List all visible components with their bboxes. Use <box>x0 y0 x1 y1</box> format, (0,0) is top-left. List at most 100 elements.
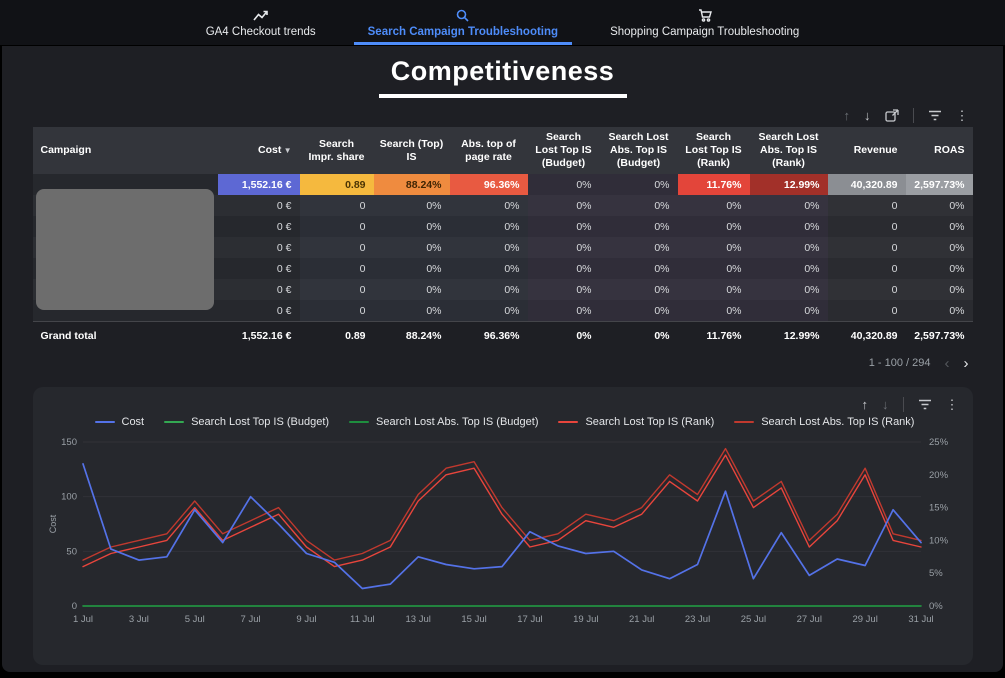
table-cell: 0% <box>749 237 828 259</box>
column-header-search-lost-top-is-budget[interactable]: Search Lost Top IS (Budget) <box>527 127 600 175</box>
column-header-search-impr-share[interactable]: Search Impr. share <box>299 127 374 175</box>
left-axis-tick: 150 <box>61 437 77 448</box>
table-cell: 0% <box>527 279 600 301</box>
x-axis-tick: 11 Jul <box>350 614 375 625</box>
table-cell: 0 <box>827 279 906 301</box>
column-header-abs-top-of-page-rate[interactable]: Abs. top of page rate <box>449 127 528 175</box>
sort-desc-icon: ▼ <box>281 146 292 156</box>
table-cell: 0% <box>677 258 750 280</box>
grand-total-cell: 11.76% <box>677 320 750 350</box>
column-header-search-lost-abs-top-is-rank[interactable]: Search Lost Abs. Top IS (Rank) <box>749 127 828 175</box>
series-line-cost <box>81 462 922 590</box>
table-cell: 0% <box>599 258 678 280</box>
table-cell: 0% <box>749 195 828 217</box>
column-header-search-lost-abs-top-is-budget[interactable]: Search Lost Abs. Top IS (Budget) <box>599 127 678 175</box>
series-line-search-lost-abs-top-is-rank <box>81 447 922 561</box>
arrow-down-icon[interactable]: ↓ <box>864 108 871 123</box>
chevron-right-icon[interactable]: › <box>963 354 969 372</box>
table-cell: 0 € <box>217 216 300 238</box>
tab-shopping-campaign-troubleshooting[interactable]: Shopping Campaign Troubleshooting <box>596 0 813 45</box>
right-axis-tick: 0% <box>929 601 943 612</box>
table-cell: 0 € <box>217 258 300 280</box>
x-axis-tick: 9 Jul <box>296 614 316 625</box>
toolbar-divider <box>902 396 904 412</box>
table-cell: 0 <box>299 216 374 238</box>
column-header-revenue[interactable]: Revenue <box>827 127 906 175</box>
arrow-up-icon[interactable]: ↑ <box>861 396 869 412</box>
campaign-table-section: ↑ ↓ ⋮ Campaign Cost ▼ Se <box>32 98 973 377</box>
table-row: 0 €0 0% 0% 0% 0% 0% 0% 0 0% <box>32 300 973 322</box>
table-cell: 0% <box>449 279 528 301</box>
table-cell: 1,552.16 € <box>217 174 300 196</box>
tab-ga4-checkout-trends[interactable]: GA4 Checkout trends <box>192 0 330 45</box>
table-cell: 0 <box>299 279 374 301</box>
right-axis-tick: 20% <box>929 470 949 481</box>
filter-icon[interactable] <box>928 110 942 121</box>
table-cell: 0% <box>373 300 450 322</box>
table-cell: 0% <box>677 300 750 322</box>
x-axis-tick: 23 Jul <box>684 614 709 625</box>
left-axis-tick: 50 <box>66 546 77 557</box>
table-cell: 0 € <box>217 237 300 259</box>
series-line-search-lost-top-is-rank <box>81 454 922 568</box>
x-axis-tick: 31 Jul <box>908 614 933 625</box>
table-cell: 0% <box>449 195 528 217</box>
cart-icon <box>698 9 712 23</box>
table-cell: 0% <box>749 258 828 280</box>
table-cell: 0% <box>677 216 750 238</box>
tab-search-campaign-troubleshooting[interactable]: Search Campaign Troubleshooting <box>353 0 573 45</box>
legend-item-search-lost-top-is-budget: Search Lost Top IS (Budget) <box>164 416 329 428</box>
column-header-search-top-is[interactable]: Search (Top) IS <box>373 127 450 175</box>
column-header-search-lost-top-is-rank[interactable]: Search Lost Top IS (Rank) <box>677 127 750 175</box>
campaign-table-wrapper: Campaign Cost ▼ Search Impr. share Search (… <box>32 127 973 350</box>
table-cell: 0% <box>749 216 828 238</box>
right-axis-tick: 25% <box>929 437 949 448</box>
table-cell: 0% <box>599 216 678 238</box>
x-axis-tick: 5 Jul <box>184 614 204 625</box>
chart-toolbar: ↑ ↓ ⋮ <box>47 391 959 414</box>
legend-item-search-lost-top-is-rank: Search Lost Top IS (Rank) <box>558 416 714 428</box>
kebab-menu-icon[interactable]: ⋮ <box>955 108 969 123</box>
column-header-cost[interactable]: Cost ▼ <box>217 127 300 175</box>
grand-total-cell: 12.99% <box>749 320 828 350</box>
x-axis-tick: 13 Jul <box>405 614 430 625</box>
search-icon <box>456 9 469 23</box>
kebab-menu-icon[interactable]: ⋮ <box>945 396 959 412</box>
table-cell: 0% <box>749 300 828 322</box>
table-cell: 40,320.89 <box>827 174 906 196</box>
table-cell: 0% <box>527 237 600 259</box>
left-axis-label: Cost <box>48 514 58 533</box>
x-axis-tick: 25 Jul <box>740 614 765 625</box>
right-axis-tick: 10% <box>929 535 949 546</box>
table-cell: 0% <box>677 237 750 259</box>
column-header-campaign[interactable]: Campaign <box>32 127 218 175</box>
arrow-down-icon[interactable]: ↓ <box>882 396 889 412</box>
x-axis-tick: 3 Jul <box>128 614 148 625</box>
arrow-up-icon[interactable]: ↑ <box>843 108 851 123</box>
table-cell: 0% <box>527 258 600 280</box>
page-title: Competitiveness <box>390 56 615 86</box>
export-icon[interactable] <box>884 109 899 122</box>
table-cell: 0% <box>905 258 973 280</box>
grand-total-cell: 1,552.16 € <box>217 320 300 350</box>
column-header-roas[interactable]: ROAS <box>905 127 973 175</box>
legend-label: Search Lost Abs. Top IS (Rank) <box>761 415 915 428</box>
filter-icon[interactable] <box>918 399 932 410</box>
table-cell: 0% <box>449 216 528 238</box>
x-axis-tick: 21 Jul <box>628 614 653 625</box>
x-axis-tick: 17 Jul <box>517 614 542 625</box>
table-cell: 0 <box>827 258 906 280</box>
right-axis-tick: 15% <box>929 502 949 513</box>
x-axis-tick: 27 Jul <box>796 614 821 625</box>
table-cell: 0% <box>599 300 678 322</box>
left-axis-tick: 0 <box>71 601 76 612</box>
chevron-left-icon[interactable]: ‹ <box>944 354 950 372</box>
table-cell: 0% <box>905 237 973 259</box>
redaction-overlay <box>35 189 214 310</box>
grand-total-cell: 88.24% <box>373 320 450 350</box>
table-cell: 0 € <box>217 279 300 301</box>
table-cell: 0% <box>599 237 678 259</box>
title-underline <box>378 94 627 98</box>
table-cell: 0 <box>827 216 906 238</box>
